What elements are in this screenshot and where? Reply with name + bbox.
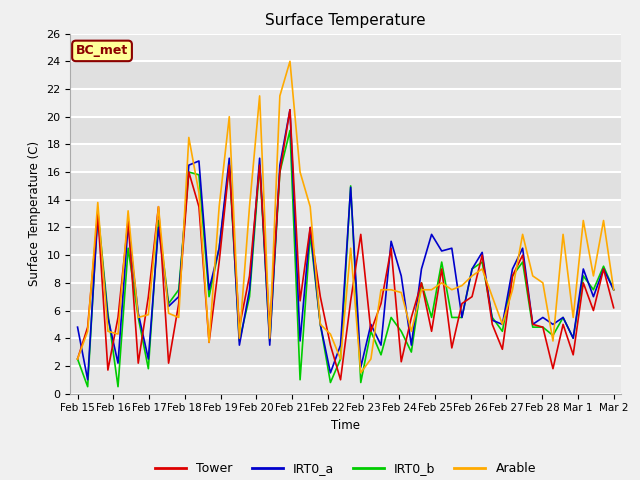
X-axis label: Time: Time (331, 419, 360, 432)
Bar (70, 117, 621, 144)
Bar (70, 228, 621, 255)
Title: Surface Temperature: Surface Temperature (266, 13, 426, 28)
Y-axis label: Surface Temperature (C): Surface Temperature (C) (28, 141, 41, 286)
Bar (70, 338, 621, 366)
Legend: Tower, IRT0_a, IRT0_b, Arable: Tower, IRT0_a, IRT0_b, Arable (150, 457, 541, 480)
Bar (70, 283, 621, 311)
Text: BC_met: BC_met (76, 44, 128, 58)
Bar (70, 6, 621, 34)
Bar (70, 172, 621, 200)
Bar (70, 61, 621, 89)
